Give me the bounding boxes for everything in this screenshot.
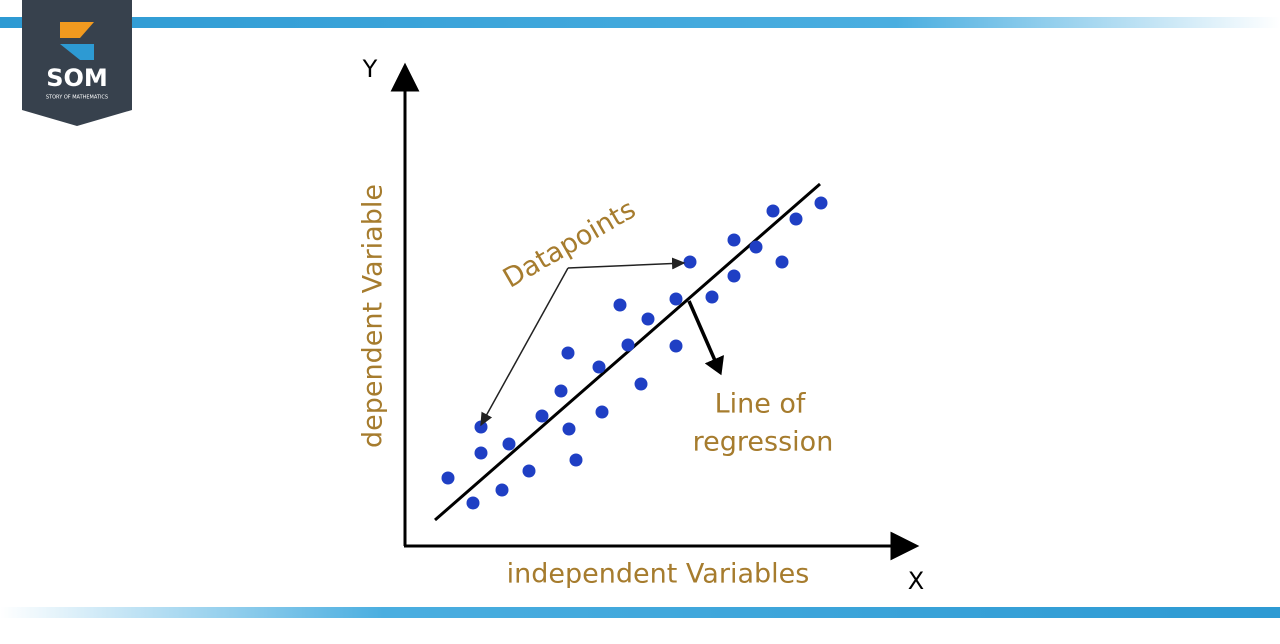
x-axis-label: independent Variables [507,559,810,590]
regression-label: regression [693,427,834,458]
axes [390,62,920,561]
datapoint [789,212,803,226]
x-axis-arrow [890,531,920,561]
annotation-arrows [480,257,725,427]
datapoint [595,405,609,419]
datapoint [749,240,763,254]
datapoint [474,420,488,434]
datapoint [727,269,741,283]
datapoint [561,346,575,360]
top-bar [0,17,1280,28]
datapoint [705,290,719,304]
x-axis-letter: X [908,567,924,595]
logo: SOM STORY OF MATHEMATICS [22,0,132,126]
datapoints-arrow [480,267,569,427]
datapoint [669,292,683,306]
datapoint [683,255,697,269]
regression-label: Line of [715,389,807,420]
logo-subtitle: STORY OF MATHEMATICS [46,95,108,101]
datapoint [441,471,455,485]
regression-arrow [687,300,725,376]
datapoint [569,453,583,467]
logo-mark-top [60,22,94,38]
datapoint [641,312,655,326]
logo-mark-bottom [60,44,94,60]
regression-line [434,182,821,522]
datapoint [554,384,568,398]
datapoint [669,339,683,353]
datapoints [441,196,828,510]
datapoint [502,437,516,451]
logo-title: SOM [46,64,108,92]
datapoint [522,464,536,478]
datapoint [775,255,789,269]
datapoint [814,196,828,210]
bottom-bar [0,607,1280,618]
datapoints-label: Datapoints [498,194,641,295]
y-axis-letter: Y [362,55,378,83]
logo-badge [22,0,132,126]
y-axis-label: dependent Variable [358,184,389,448]
datapoint [634,377,648,391]
datapoint [613,298,627,312]
datapoint [562,422,576,436]
datapoint [474,446,488,460]
datapoint [592,360,606,374]
datapoints-arrow [567,257,686,270]
datapoint [535,409,549,423]
datapoint [766,204,780,218]
y-axis-arrow [390,62,420,92]
datapoint [727,233,741,247]
datapoint [466,496,480,510]
datapoint [495,483,509,497]
datapoint [621,338,635,352]
